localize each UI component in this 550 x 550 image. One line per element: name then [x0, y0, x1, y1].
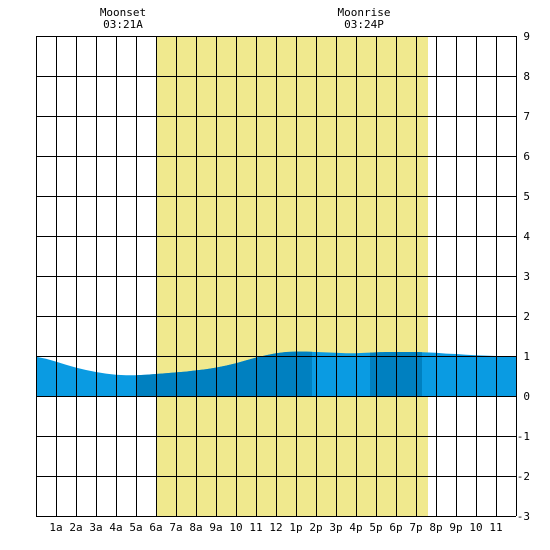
y-tick-label: -3	[517, 510, 530, 523]
x-tick-label: 5p	[369, 521, 382, 534]
x-tick-label: 7p	[409, 521, 422, 534]
grid-layer	[36, 36, 517, 517]
y-tick-label: 3	[523, 270, 530, 283]
x-tick-labels: 1a 2a 3a 4a 5a 6a 7a 8a 9a 10 11 12 1p 2p 3p 4p 5p 6p 7p 8p…	[49, 521, 502, 534]
y-tick-label: 2	[523, 310, 530, 323]
y-tick-label: 1	[523, 350, 530, 363]
x-tick-label: 10	[469, 521, 482, 534]
moon-event-time: 03:21A	[103, 18, 143, 31]
x-tick-label: 2a	[69, 521, 82, 534]
y-tick-label: 7	[523, 110, 530, 123]
y-tick-label: -1	[517, 430, 530, 443]
x-tick-label: 6p	[389, 521, 402, 534]
x-tick-label: 11	[489, 521, 502, 534]
moon-event-time: 03:24P	[344, 18, 384, 31]
x-tick-label: 1a	[49, 521, 62, 534]
x-tick-label: 9a	[209, 521, 222, 534]
y-tick-label: 0	[523, 390, 530, 403]
x-tick-label: 3p	[329, 521, 342, 534]
x-tick-label: 3a	[89, 521, 102, 534]
x-tick-label: 11	[249, 521, 262, 534]
x-tick-label: 12	[269, 521, 282, 534]
x-tick-label: 9p	[449, 521, 462, 534]
x-tick-label: 2p	[309, 521, 322, 534]
x-tick-label: 4p	[349, 521, 362, 534]
x-tick-label: 1p	[289, 521, 302, 534]
y-tick-label: 8	[523, 70, 530, 83]
y-tick-label: 4	[523, 230, 530, 243]
x-tick-label: 5a	[129, 521, 142, 534]
y-tick-label: 9	[523, 30, 530, 43]
moon-event-title: Moonrise	[338, 6, 391, 19]
x-tick-label: 4a	[109, 521, 122, 534]
y-tick-label: -2	[517, 470, 530, 483]
x-tick-label: 6a	[149, 521, 162, 534]
y-tick-label: 6	[523, 150, 530, 163]
x-tick-label: 7a	[169, 521, 182, 534]
y-tick-label: 5	[523, 190, 530, 203]
x-tick-label: 10	[229, 521, 242, 534]
x-tick-label: 8a	[189, 521, 202, 534]
y-tick-labels: 9 8 7 6 5 4 3 2 1 0 -1 -2 -3	[517, 30, 531, 523]
moon-event-title: Moonset	[100, 6, 146, 19]
x-tick-label: 8p	[429, 521, 442, 534]
